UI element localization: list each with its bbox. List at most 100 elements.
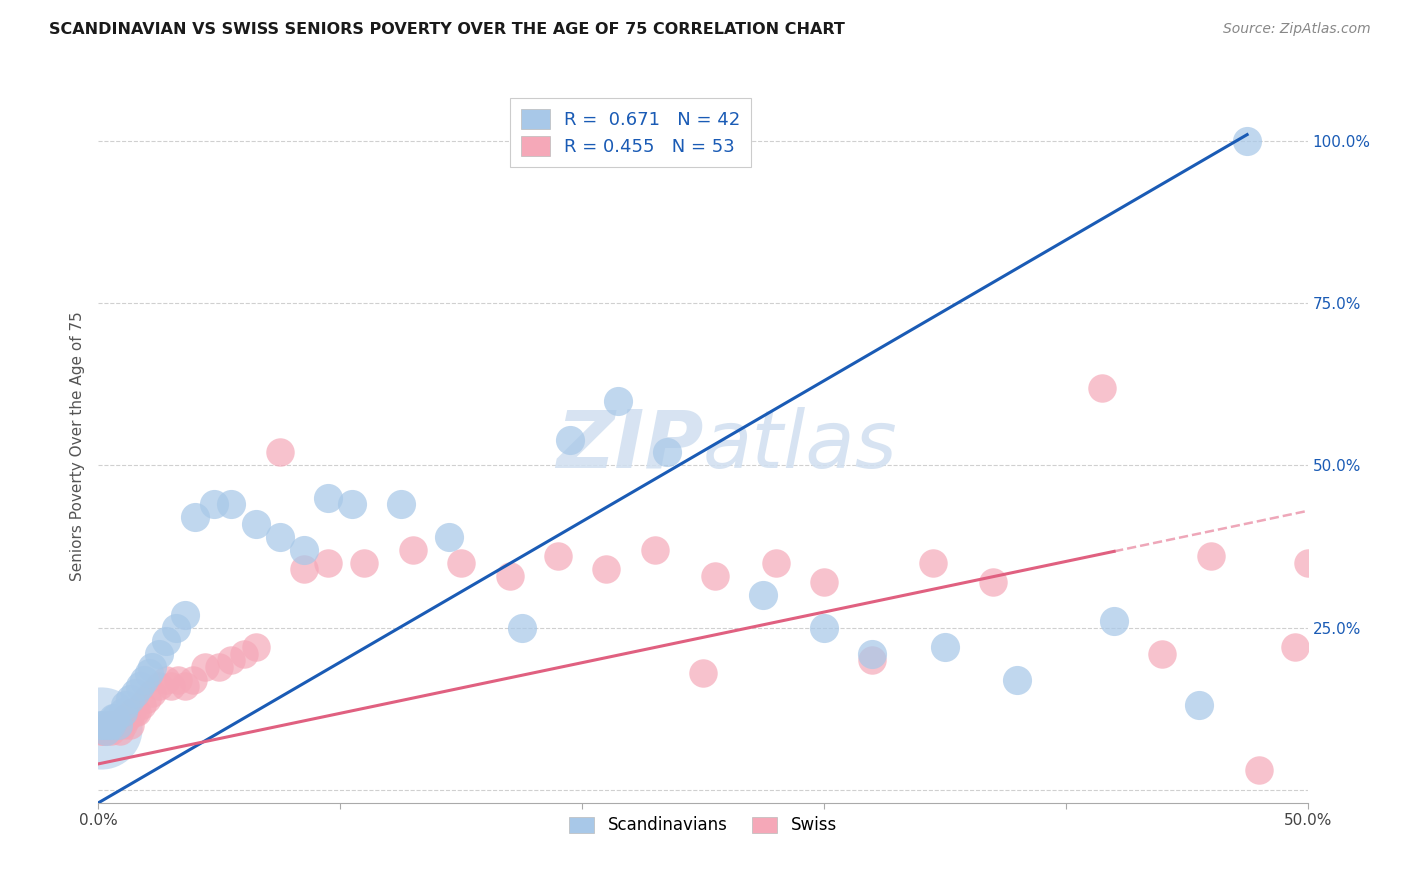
Point: [1249, 764, 1271, 778]
Point: [108, 724, 131, 739]
Point: [353, 556, 375, 570]
Point: [114, 698, 136, 713]
Point: [269, 530, 291, 544]
Point: [117, 711, 139, 725]
Point: [101, 711, 124, 725]
Point: [221, 653, 243, 667]
Point: [752, 588, 775, 602]
Point: [155, 633, 177, 648]
Point: [107, 718, 129, 732]
Point: [124, 705, 146, 719]
Point: [124, 685, 146, 699]
Point: [1007, 673, 1029, 687]
Point: [921, 556, 943, 570]
Point: [91, 718, 114, 732]
Point: [90, 724, 112, 739]
Point: [1102, 614, 1125, 628]
Point: [111, 705, 134, 719]
Point: [90, 718, 112, 732]
Text: Source: ZipAtlas.com: Source: ZipAtlas.com: [1223, 22, 1371, 37]
Point: [160, 679, 183, 693]
Point: [402, 542, 425, 557]
Point: [1296, 556, 1319, 570]
Point: [1284, 640, 1306, 654]
Point: [121, 705, 143, 719]
Point: [316, 491, 339, 505]
Point: [450, 556, 472, 570]
Point: [1091, 381, 1114, 395]
Point: [104, 711, 127, 725]
Point: [135, 692, 157, 706]
Point: [860, 647, 883, 661]
Point: [134, 673, 156, 687]
Point: [644, 542, 666, 557]
Point: [141, 685, 163, 699]
Point: [148, 679, 170, 693]
Point: [94, 724, 117, 739]
Point: [221, 497, 243, 511]
Point: [655, 445, 678, 459]
Point: [165, 621, 187, 635]
Point: [245, 516, 267, 531]
Point: [167, 673, 190, 687]
Point: [437, 530, 460, 544]
Point: [342, 497, 364, 511]
Point: [316, 556, 339, 570]
Point: [498, 568, 520, 582]
Point: [1188, 698, 1211, 713]
Point: [94, 724, 117, 739]
Point: [204, 497, 226, 511]
Point: [118, 692, 141, 706]
Point: [292, 562, 315, 576]
Point: [111, 718, 134, 732]
Point: [114, 711, 136, 725]
Point: [1152, 647, 1174, 661]
Point: [389, 497, 412, 511]
Point: [138, 666, 160, 681]
Point: [194, 659, 217, 673]
Point: [692, 666, 714, 681]
Point: [704, 568, 727, 582]
Point: [174, 679, 197, 693]
Point: [91, 724, 114, 739]
Point: [510, 621, 533, 635]
Point: [97, 718, 120, 732]
Text: ZIP: ZIP: [555, 407, 703, 485]
Point: [232, 647, 254, 661]
Point: [813, 621, 835, 635]
Point: [97, 718, 120, 732]
Point: [245, 640, 267, 654]
Point: [131, 698, 153, 713]
Point: [1236, 134, 1258, 148]
Point: [860, 653, 883, 667]
Point: [118, 718, 141, 732]
Point: [765, 556, 787, 570]
Point: [100, 724, 122, 739]
Point: [813, 575, 835, 590]
Point: [100, 718, 122, 732]
Point: [127, 705, 149, 719]
Point: [558, 433, 581, 447]
Point: [104, 718, 127, 732]
Text: SCANDINAVIAN VS SWISS SENIORS POVERTY OVER THE AGE OF 75 CORRELATION CHART: SCANDINAVIAN VS SWISS SENIORS POVERTY OV…: [49, 22, 845, 37]
Point: [181, 673, 204, 687]
Point: [107, 718, 129, 732]
Point: [141, 659, 163, 673]
Y-axis label: Seniors Poverty Over the Age of 75: Seniors Poverty Over the Age of 75: [69, 311, 84, 581]
Point: [208, 659, 231, 673]
Text: atlas: atlas: [703, 407, 898, 485]
Point: [981, 575, 1004, 590]
Point: [292, 542, 315, 557]
Point: [1199, 549, 1222, 564]
Point: [269, 445, 291, 459]
Point: [128, 679, 150, 693]
Point: [174, 607, 197, 622]
Point: [934, 640, 956, 654]
Point: [155, 673, 177, 687]
Point: [547, 549, 569, 564]
Legend: Scandinavians, Swiss: Scandinavians, Swiss: [562, 810, 844, 841]
Point: [595, 562, 617, 576]
Point: [148, 647, 170, 661]
Point: [101, 718, 124, 732]
Point: [184, 510, 207, 524]
